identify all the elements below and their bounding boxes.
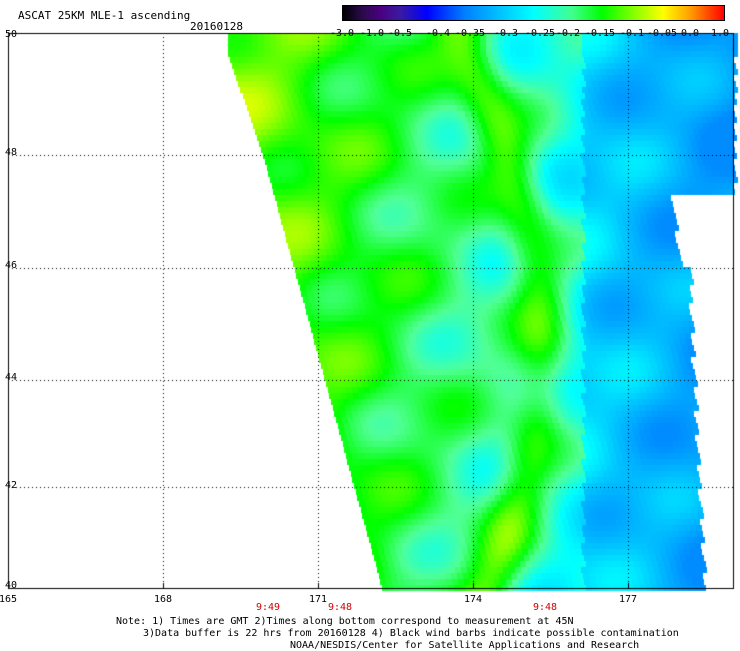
longitude-label: 168 <box>153 594 173 605</box>
color-scale-label: -0.15 <box>584 28 616 39</box>
note-line-3: NOAA/NESDIS/Center for Satellite Applica… <box>290 640 640 651</box>
color-scale-label: -0.4 <box>425 28 451 39</box>
latitude-label: 50 <box>5 29 18 40</box>
color-scale-label: -0.25 <box>524 28 556 39</box>
longitude-label: 177 <box>618 594 638 605</box>
color-scale-label: -0.5 <box>387 28 413 39</box>
note-line-2: 3)Data buffer is 22 hrs from 20160128 4)… <box>143 628 679 639</box>
time-label: 9:49 <box>255 602 281 613</box>
longitude-label: 174 <box>463 594 483 605</box>
color-scale-label: -0.35 <box>454 28 486 39</box>
color-scale-label: -3.0 <box>329 28 355 39</box>
longitude-label: 165 <box>0 594 18 605</box>
color-scale-label: -0.1 <box>619 28 645 39</box>
latitude-label: 42 <box>5 480 18 491</box>
color-scale-label: -0.05 <box>646 28 678 39</box>
color-scale-label: 1.0 <box>710 28 730 39</box>
latitude-label: 48 <box>5 147 18 158</box>
map-date: 20160128 <box>190 20 243 33</box>
time-label: 9:48 <box>327 602 353 613</box>
latitude-label: 46 <box>5 260 18 271</box>
latitude-label: 44 <box>5 372 18 383</box>
color-scale-bar <box>342 5 725 21</box>
longitude-label: 171 <box>308 594 328 605</box>
color-scale-label: -1.0 <box>359 28 385 39</box>
color-scale-label: 0.0 <box>680 28 700 39</box>
color-scale-label: -0.2 <box>555 28 581 39</box>
color-scale-label: -0.3 <box>493 28 519 39</box>
time-label: 9:48 <box>532 602 558 613</box>
note-line-1: Note: 1) Times are GMT 2)Times along bot… <box>116 616 574 627</box>
map-title: ASCAT 25KM MLE-1 ascending <box>18 9 191 22</box>
latitude-label: 40 <box>5 580 18 591</box>
